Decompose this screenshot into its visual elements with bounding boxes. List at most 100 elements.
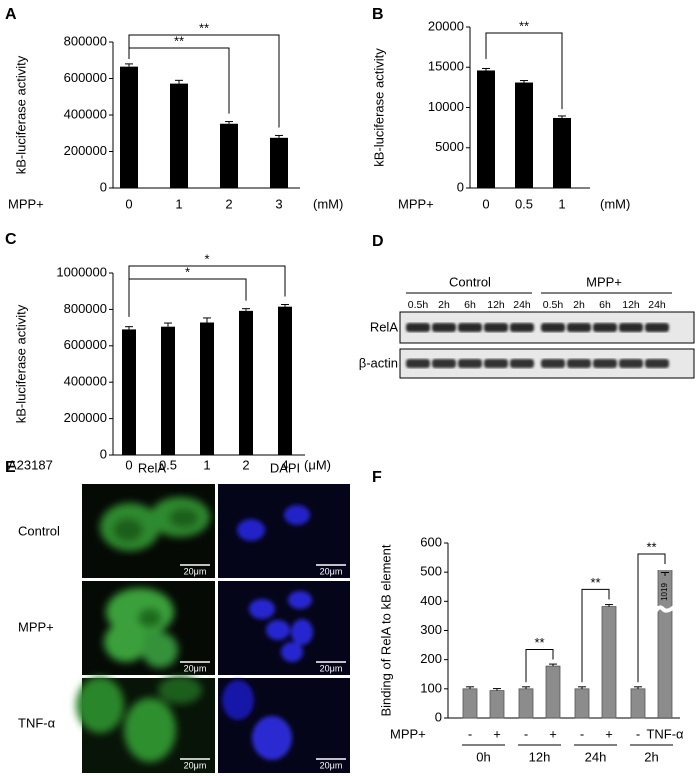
y-tick-label: 0 (100, 446, 107, 461)
bar (122, 329, 136, 455)
significance-label: ** (519, 18, 529, 33)
bar (462, 688, 478, 719)
panel-label: D (372, 233, 384, 250)
group-label: 12h (529, 749, 551, 764)
x-axis-label: A23187 (8, 457, 53, 472)
y-tick-label: 0 (100, 179, 107, 194)
band (510, 359, 534, 368)
bar (477, 70, 495, 188)
x-axis-label: MPP+ (8, 196, 44, 211)
micrographs (76, 484, 350, 773)
significance-label: ** (199, 20, 209, 35)
group-label: Control (449, 274, 491, 289)
bar (220, 123, 238, 188)
group-label: MPP+ (586, 274, 622, 289)
lane-label: 24h (513, 299, 531, 311)
lane-label: 0.5h (543, 299, 564, 311)
x-axis-label: MPP+ (398, 196, 434, 211)
bar (553, 117, 571, 188)
band (541, 359, 565, 368)
significance-bracket (128, 265, 286, 317)
y-tick-label: 600000 (64, 337, 107, 352)
band (567, 323, 591, 332)
x-unit: (mM) (600, 196, 630, 211)
significance-bracket (485, 32, 563, 110)
significance-label: ** (590, 575, 600, 590)
y-tick-label: 600000 (64, 70, 107, 85)
scale-bar-label: 20μm (320, 663, 343, 673)
panel-label: B (372, 6, 384, 23)
lane-label: 2h (438, 299, 450, 311)
y-tick-label: 15000 (428, 59, 464, 74)
band (619, 323, 643, 332)
band (619, 359, 643, 368)
band (484, 323, 508, 332)
x-tick-label: 0 (482, 196, 489, 211)
bar (170, 83, 188, 188)
bar (161, 326, 175, 455)
bar (489, 690, 505, 719)
significance-label: ** (534, 635, 544, 650)
lanes: 0.5h 2h 6h 12h 24h 0.5h 2h 6h 12h 24h (406, 299, 669, 368)
bar (601, 606, 617, 719)
y-tick-label: 400000 (64, 374, 107, 389)
x-tick-label: 1 (203, 457, 210, 472)
y-tick-label: 600 (420, 534, 442, 549)
x-tick-label: - (524, 726, 528, 741)
band (593, 359, 617, 368)
band (567, 359, 591, 368)
band (541, 323, 565, 332)
bar (200, 322, 214, 455)
row-label: RelA (370, 319, 399, 334)
band (458, 359, 482, 368)
group-label: 24h (585, 749, 607, 764)
significance-label: ** (174, 33, 184, 48)
scale-bar-label: 20μm (184, 566, 207, 576)
x-tick-label: 0 (125, 457, 132, 472)
y-tick-label: 0 (457, 179, 464, 194)
y-axis-label: kB-luciferase activity (13, 55, 28, 174)
band (432, 359, 456, 368)
y-axis-label: kB-luciferase activity (371, 48, 386, 167)
bar (518, 688, 534, 719)
y-tick-label: 400 (420, 593, 442, 608)
lane-label: 0.5h (408, 299, 429, 311)
band (458, 323, 482, 332)
band (432, 323, 456, 332)
significance-bracket (128, 278, 247, 317)
x-tick-label: 1 (175, 196, 182, 211)
bar (657, 570, 673, 718)
band (484, 359, 508, 368)
band (406, 359, 430, 368)
bar (574, 688, 590, 719)
lane-label: 12h (622, 299, 640, 311)
significance-bracket (128, 34, 280, 128)
panel-label: E (5, 459, 16, 476)
y-tick-label: 10000 (428, 99, 464, 114)
significance-bracket (525, 649, 554, 683)
y-tick-label: 5000 (435, 139, 464, 154)
y-tick-label: 800000 (64, 33, 107, 48)
column-label: RelA (138, 460, 167, 475)
axis-break (654, 605, 676, 613)
cells (100, 497, 210, 551)
band (593, 323, 617, 332)
scale-bar-label: 20μm (320, 760, 343, 770)
cells (104, 588, 178, 668)
x-unit: (mM) (313, 196, 343, 211)
y-tick-label: 200000 (64, 143, 107, 158)
y-axis-label: Binding of RelA to kB element (378, 544, 393, 716)
row-label: β-actin (359, 355, 398, 370)
lane-label: 6h (599, 299, 611, 311)
lane-label: 2h (573, 299, 585, 311)
column-label: DAPI (270, 460, 300, 475)
y-tick-label: 300 (420, 622, 442, 637)
y-tick-label: 200 (420, 651, 442, 666)
band (645, 323, 669, 332)
lane-label: 24h (648, 299, 666, 311)
significance-label: ** (646, 539, 656, 554)
significance-label: * (185, 264, 190, 279)
scale-bar-label: 20μm (184, 663, 207, 673)
